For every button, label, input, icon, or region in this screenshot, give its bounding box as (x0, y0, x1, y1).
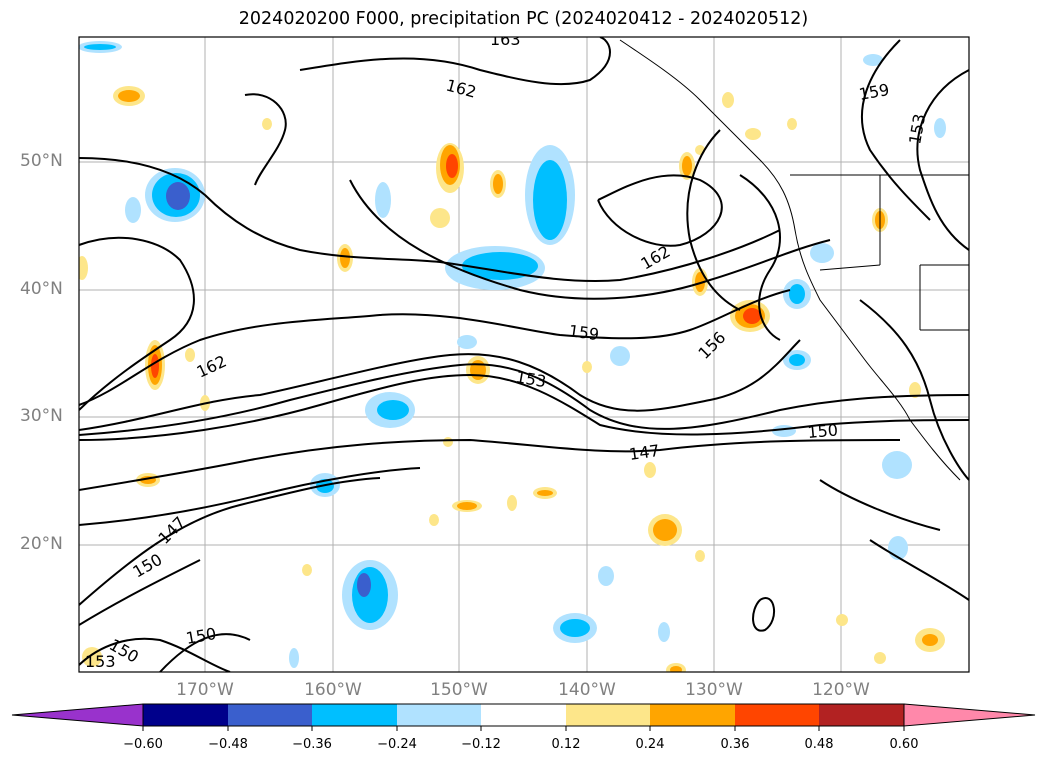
colorbar-bin (481, 704, 566, 726)
colorbar-tick: −0.36 (292, 737, 332, 752)
lon-label-150w: 150°W (430, 680, 488, 700)
contour-label: 162 (444, 76, 478, 102)
colorbar-bin (143, 704, 228, 726)
contour-label: 150 (130, 550, 166, 582)
colorbar-bin (650, 704, 735, 726)
lat-label-30n: 30°N (20, 406, 63, 426)
contour-label: 153 (905, 112, 929, 145)
contour-label: 163 (490, 30, 521, 49)
colorbar-bin (397, 704, 481, 726)
precip-negative-dark (166, 182, 371, 597)
lat-label-20n: 20°N (20, 534, 63, 554)
colorbar-tick: 0.24 (635, 737, 665, 752)
contour-label: 150 (184, 624, 217, 648)
colorbar-high-extension (903, 703, 1036, 727)
contour-label: 153 (85, 652, 116, 671)
colorbar-bin (566, 704, 650, 726)
map-content: 163 162 162 162 159 159 153 156 153 150 … (79, 30, 969, 672)
colorbar-low-extension (11, 703, 144, 727)
colorbar-tick: 0.12 (551, 737, 581, 752)
lon-label-140w: 140°W (558, 680, 616, 700)
contour-label: 159 (857, 80, 890, 104)
contour-label: 147 (628, 441, 661, 464)
colorbar-bin (735, 704, 819, 726)
contour-label: 153 (514, 367, 547, 391)
colorbar-tick: −0.60 (123, 737, 163, 752)
map-frame (78, 36, 970, 673)
colorbar (11, 703, 1036, 731)
gridlines (79, 37, 969, 672)
precip-positive-high (151, 154, 761, 378)
lon-label-170w: 170°W (176, 680, 234, 700)
colorbar-tick: 0.48 (804, 737, 834, 752)
lon-label-120w: 120°W (812, 680, 870, 700)
precip-negative-light (79, 41, 946, 668)
colorbar-bin (312, 704, 397, 726)
precip-negative-mid (84, 44, 805, 637)
lon-label-160w: 160°W (304, 680, 362, 700)
colorbar-bin (228, 704, 312, 726)
geopotential-contours (79, 37, 969, 672)
contour-label: 159 (567, 321, 600, 344)
contour-label: 162 (194, 351, 230, 381)
lat-label-40n: 40°N (20, 279, 63, 299)
colorbar-tick: −0.48 (208, 737, 248, 752)
lat-label-50n: 50°N (20, 151, 63, 171)
contour-label: 150 (807, 420, 839, 442)
contour-label: 156 (694, 328, 729, 363)
colorbar-tick: −0.24 (377, 737, 417, 752)
contour-labels: 163 162 162 162 159 159 153 156 153 150 … (85, 30, 929, 671)
colorbar-bin (819, 704, 904, 726)
colorbar-tick: 0.60 (889, 737, 919, 752)
lon-label-130w: 130°W (685, 680, 743, 700)
colorbar-tick: −0.12 (461, 737, 501, 752)
coastline (619, 39, 969, 481)
map-title: 2024020200 F000, precipitation PC (20240… (238, 9, 809, 29)
colorbar-tick: 0.36 (720, 737, 750, 752)
